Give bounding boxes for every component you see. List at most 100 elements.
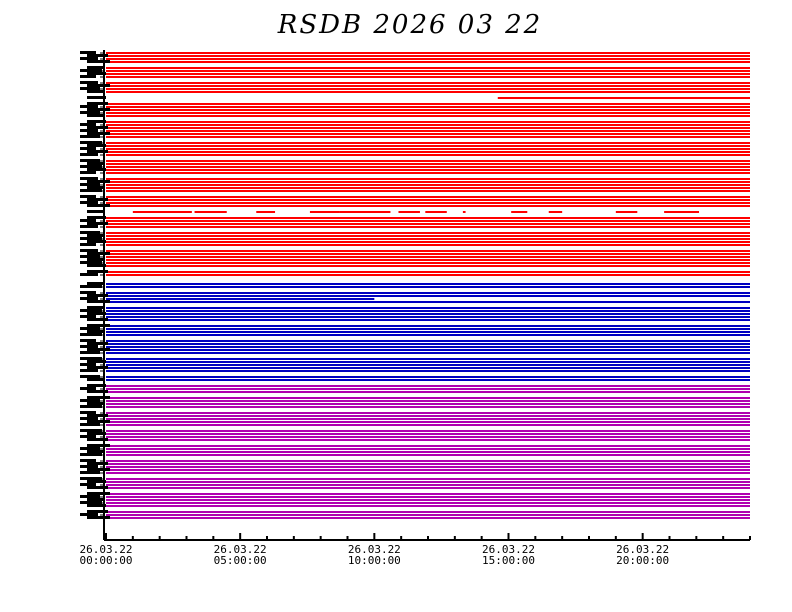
station-label xyxy=(80,423,100,426)
station-label xyxy=(87,450,104,453)
station-label xyxy=(87,216,106,219)
data-segment xyxy=(106,361,750,363)
station-label xyxy=(87,114,104,117)
station-label xyxy=(87,264,106,267)
station-label xyxy=(80,105,98,108)
station-label xyxy=(80,399,100,402)
station-label xyxy=(80,237,102,240)
station-label xyxy=(80,171,96,174)
station-label xyxy=(87,108,110,111)
data-segment xyxy=(106,505,750,507)
station-label xyxy=(80,495,100,498)
data-segment xyxy=(106,517,750,519)
data-segment xyxy=(106,400,750,402)
data-segment xyxy=(497,97,750,99)
data-segment xyxy=(106,73,750,75)
station-label xyxy=(80,243,96,246)
station-label xyxy=(87,480,106,483)
data-segment xyxy=(106,232,750,234)
data-segment xyxy=(106,67,750,69)
data-segment xyxy=(106,316,750,318)
data-segment xyxy=(106,295,750,297)
station-label xyxy=(87,90,104,93)
data-segment xyxy=(106,379,750,381)
station-label xyxy=(87,54,108,57)
station-label xyxy=(87,222,108,225)
data-segment xyxy=(106,376,750,378)
data-segment xyxy=(106,469,750,471)
station-label xyxy=(87,234,104,237)
data-segment xyxy=(106,199,750,201)
data-segment xyxy=(106,202,750,204)
data-segment xyxy=(106,514,750,516)
station-label xyxy=(87,390,108,393)
x-tick-label-time: 00:00:00 xyxy=(80,554,133,567)
station-label xyxy=(87,126,108,129)
station-label xyxy=(87,96,106,99)
station-label xyxy=(87,510,108,513)
station-label xyxy=(87,444,110,447)
station-label xyxy=(80,249,98,252)
data-segment xyxy=(339,211,391,213)
station-label xyxy=(80,195,96,198)
data-segment xyxy=(548,211,563,213)
data-segment xyxy=(106,187,750,189)
data-segment xyxy=(106,223,750,225)
station-label xyxy=(80,129,98,132)
data-segment xyxy=(106,406,750,408)
data-segment xyxy=(106,196,750,198)
station-label xyxy=(87,378,104,381)
data-segment xyxy=(106,169,750,171)
station-label xyxy=(80,339,96,342)
station-label xyxy=(87,144,106,147)
data-segment xyxy=(106,172,750,174)
data-segment xyxy=(106,130,750,132)
data-segment xyxy=(106,88,750,90)
data-segment xyxy=(106,253,750,255)
station-label xyxy=(80,501,102,504)
station-label xyxy=(80,81,98,84)
data-segment xyxy=(106,472,750,474)
station-label xyxy=(80,345,98,348)
data-segment xyxy=(106,238,750,240)
data-segment xyxy=(106,460,750,462)
station-label xyxy=(80,177,98,180)
station-label xyxy=(87,240,106,243)
station-label xyxy=(87,66,104,69)
data-segment xyxy=(106,481,750,483)
station-label xyxy=(80,333,102,336)
data-segment xyxy=(106,298,375,300)
station-label xyxy=(80,435,96,438)
data-segment xyxy=(106,424,750,426)
data-segment xyxy=(106,262,750,264)
data-segment xyxy=(106,454,750,456)
data-segment xyxy=(194,211,227,213)
data-segment xyxy=(106,499,750,501)
data-segment xyxy=(664,211,700,213)
data-segment xyxy=(106,334,750,336)
data-segment xyxy=(106,160,750,162)
station-label xyxy=(87,258,104,261)
x-tick-label-date: 26.03.22 xyxy=(80,543,133,556)
station-label xyxy=(87,282,104,285)
station-label xyxy=(87,366,108,369)
x-tick-label-date: 26.03.22 xyxy=(214,543,267,556)
data-segment xyxy=(106,343,750,345)
station-label xyxy=(80,225,98,228)
data-segment xyxy=(106,217,750,219)
data-segment xyxy=(106,301,750,303)
data-segment xyxy=(106,184,750,186)
station-label xyxy=(87,414,108,417)
data-segment xyxy=(106,52,750,54)
data-segment xyxy=(106,259,750,261)
station-label xyxy=(80,459,96,462)
station-label xyxy=(87,210,104,213)
station-label xyxy=(80,369,98,372)
data-segment xyxy=(106,358,750,360)
data-segment xyxy=(106,433,750,435)
station-label xyxy=(87,162,104,165)
station-label xyxy=(87,60,110,63)
station-label xyxy=(80,483,96,486)
station-label xyxy=(87,84,110,87)
data-segment xyxy=(106,292,750,294)
